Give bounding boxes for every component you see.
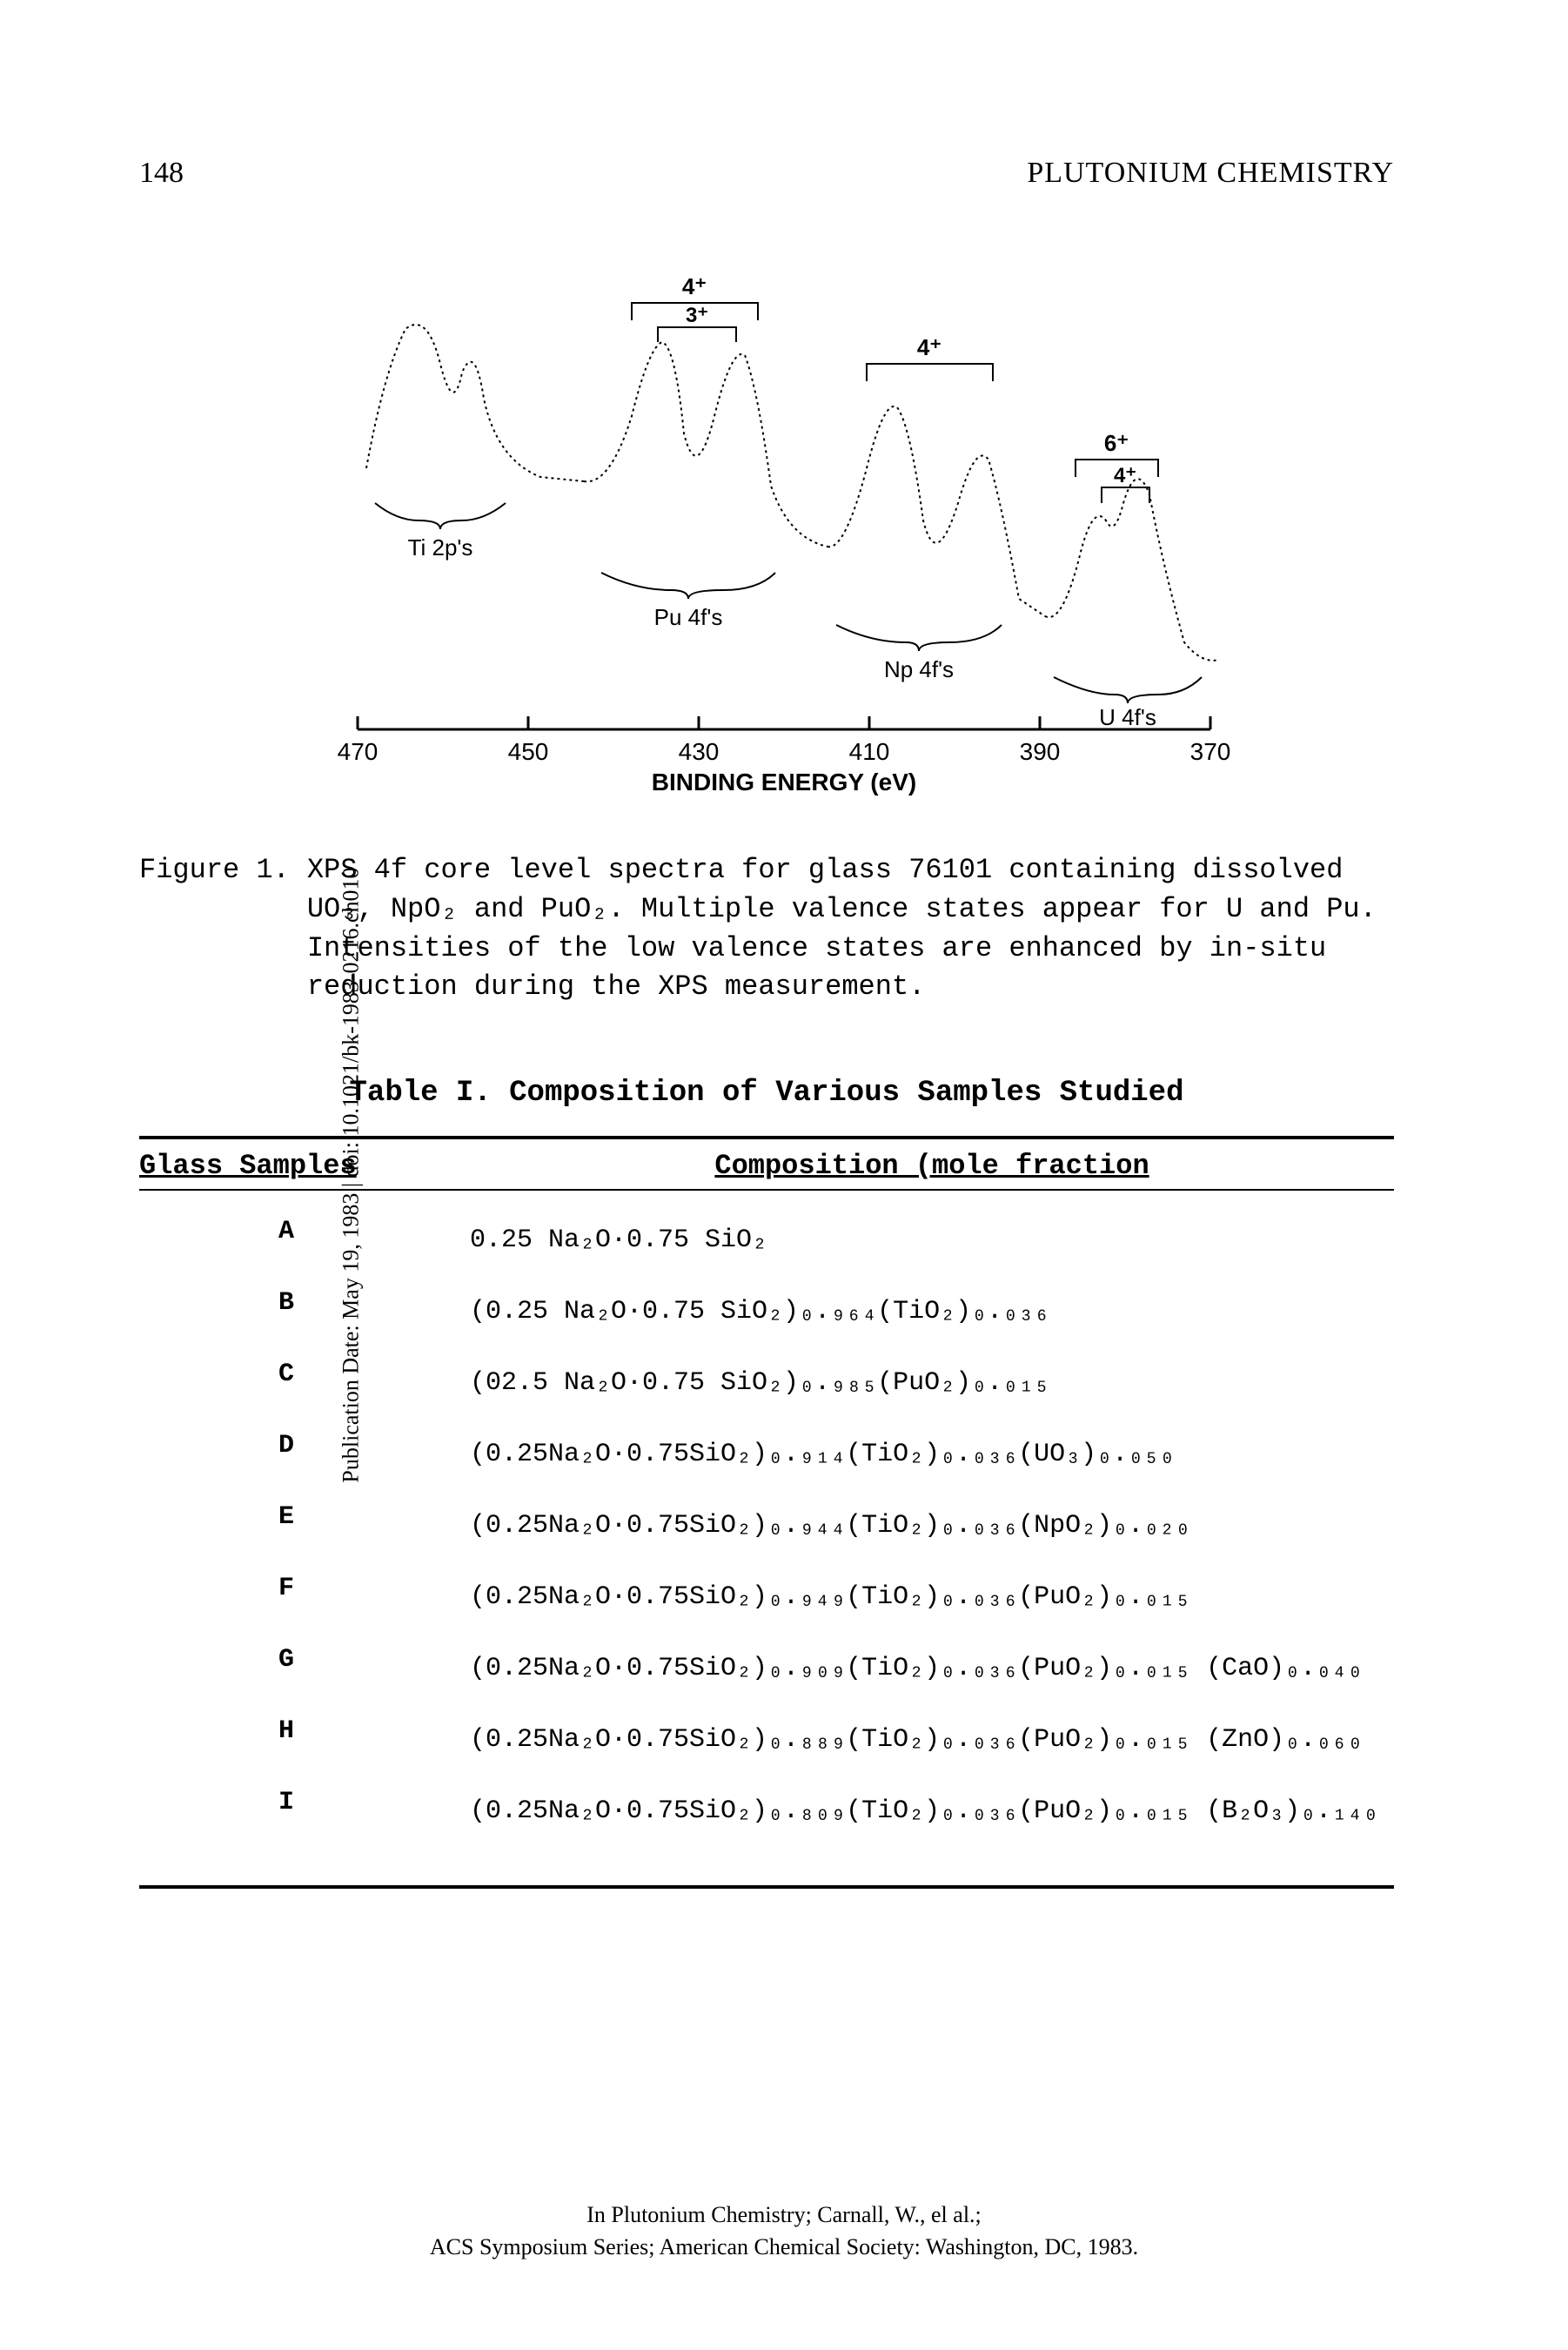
composition-value: (0.25Na₂O·0.75SiO₂)₀.₉₁₄(TiO₂)₀.₀₃₆(UO₃)…: [470, 1431, 1394, 1478]
composition-value: (0.25Na₂O·0.75SiO₂)₀.₈₈₉(TiO₂)₀.₀₃₆(PuO₂…: [470, 1716, 1394, 1763]
table-row: H(0.25Na₂O·0.75SiO₂)₀.₈₈₉(TiO₂)₀.₀₃₆(PuO…: [139, 1716, 1394, 1763]
valence-4plus-2: 4⁺: [917, 334, 941, 360]
sample-label: H: [139, 1716, 470, 1746]
xtick-1: 450: [508, 738, 549, 765]
table-header-row: Glass Samples Composition (mole fraction: [139, 1150, 1394, 1191]
table-row: C(02.5 Na₂O·0.75 SiO₂)₀.₉₈₅(PuO₂)₀.₀₁₅: [139, 1360, 1394, 1407]
page-number: 148: [139, 157, 184, 190]
pu-label: Pu 4f's: [654, 604, 723, 630]
sample-label: A: [139, 1217, 470, 1246]
valence-4plus-3: 4⁺: [1114, 464, 1136, 487]
sample-label: D: [139, 1431, 470, 1460]
composition-value: (0.25Na₂O·0.75SiO₂)₀.₈₀₉(TiO₂)₀.₀₃₆(PuO₂…: [470, 1788, 1394, 1835]
composition-value: 0.25 Na₂O·0.75 SiO₂: [470, 1217, 1394, 1264]
sample-label: B: [139, 1288, 470, 1318]
sample-label: E: [139, 1502, 470, 1532]
x-axis-label: BINDING ENERGY (eV): [652, 769, 916, 796]
figure-caption-text: XPS 4f core level spectra for glass 7610…: [307, 851, 1394, 1007]
table-body: A0.25 Na₂O·0.75 SiO₂B(0.25 Na₂O·0.75 SiO…: [139, 1217, 1394, 1835]
header-glass-samples: Glass Samples: [139, 1150, 470, 1182]
table-row: G(0.25Na₂O·0.75SiO₂)₀.₉₀₉(TiO₂)₀.₀₃₆(PuO…: [139, 1645, 1394, 1692]
table-row: A0.25 Na₂O·0.75 SiO₂: [139, 1217, 1394, 1264]
valence-6plus: 6⁺: [1104, 430, 1129, 456]
sample-label: G: [139, 1645, 470, 1675]
table-row: E(0.25Na₂O·0.75SiO₂)₀.₉₄₄(TiO₂)₀.₀₃₆(NpO…: [139, 1502, 1394, 1549]
xtick-5: 370: [1190, 738, 1231, 765]
u-label: U 4f's: [1099, 704, 1156, 730]
xps-spectrum-chart: 470 450 430 410 390 370 BINDING ENERGY (…: [288, 259, 1245, 799]
np-label: Np 4f's: [884, 656, 954, 682]
publication-sidebar: Publication Date: May 19, 1983 | doi: 10…: [338, 867, 365, 1482]
xtick-4: 390: [1020, 738, 1061, 765]
sample-label: I: [139, 1788, 470, 1817]
figure-label: Figure 1.: [139, 851, 290, 1007]
footer-line-1: In Plutonium Chemistry; Carnall, W., el …: [0, 2199, 1568, 2231]
figure-caption: Figure 1. XPS 4f core level spectra for …: [139, 851, 1394, 1007]
xtick-2: 430: [679, 738, 720, 765]
table-row: D(0.25Na₂O·0.75SiO₂)₀.₉₁₄(TiO₂)₀.₀₃₆(UO₃…: [139, 1431, 1394, 1478]
table-row: B(0.25 Na₂O·0.75 SiO₂)₀.₉₆₄(TiO₂)₀.₀₃₆: [139, 1288, 1394, 1335]
valence-3plus: 3⁺: [686, 304, 708, 327]
table-title: Table I. Composition of Various Samples …: [139, 1077, 1394, 1110]
chapter-title: PLUTONIUM CHEMISTRY: [1027, 157, 1394, 190]
composition-table: Glass Samples Composition (mole fraction…: [139, 1136, 1394, 1889]
valence-4plus-1: 4⁺: [682, 273, 707, 299]
sample-label: F: [139, 1574, 470, 1603]
composition-value: (02.5 Na₂O·0.75 SiO₂)₀.₉₈₅(PuO₂)₀.₀₁₅: [470, 1360, 1394, 1407]
figure-1: 470 450 430 410 390 370 BINDING ENERGY (…: [288, 259, 1245, 799]
composition-value: (0.25Na₂O·0.75SiO₂)₀.₉₀₉(TiO₂)₀.₀₃₆(PuO₂…: [470, 1645, 1394, 1692]
ti-label: Ti 2p's: [408, 534, 473, 561]
page-header: 148 PLUTONIUM CHEMISTRY: [139, 157, 1394, 190]
table-row: F(0.25Na₂O·0.75SiO₂)₀.₉₄₉(TiO₂)₀.₀₃₆(PuO…: [139, 1574, 1394, 1621]
composition-value: (0.25Na₂O·0.75SiO₂)₀.₉₄₄(TiO₂)₀.₀₃₆(NpO₂…: [470, 1502, 1394, 1549]
xtick-0: 470: [338, 738, 379, 765]
page-footer: In Plutonium Chemistry; Carnall, W., el …: [0, 2199, 1568, 2263]
footer-line-2: ACS Symposium Series; American Chemical …: [0, 2232, 1568, 2263]
composition-value: (0.25 Na₂O·0.75 SiO₂)₀.₉₆₄(TiO₂)₀.₀₃₆: [470, 1288, 1394, 1335]
xtick-3: 410: [849, 738, 890, 765]
sample-label: C: [139, 1360, 470, 1389]
composition-value: (0.25Na₂O·0.75SiO₂)₀.₉₄₉(TiO₂)₀.₀₃₆(PuO₂…: [470, 1574, 1394, 1621]
header-composition: Composition (mole fraction: [470, 1150, 1394, 1182]
table-row: I(0.25Na₂O·0.75SiO₂)₀.₈₀₉(TiO₂)₀.₀₃₆(PuO…: [139, 1788, 1394, 1835]
